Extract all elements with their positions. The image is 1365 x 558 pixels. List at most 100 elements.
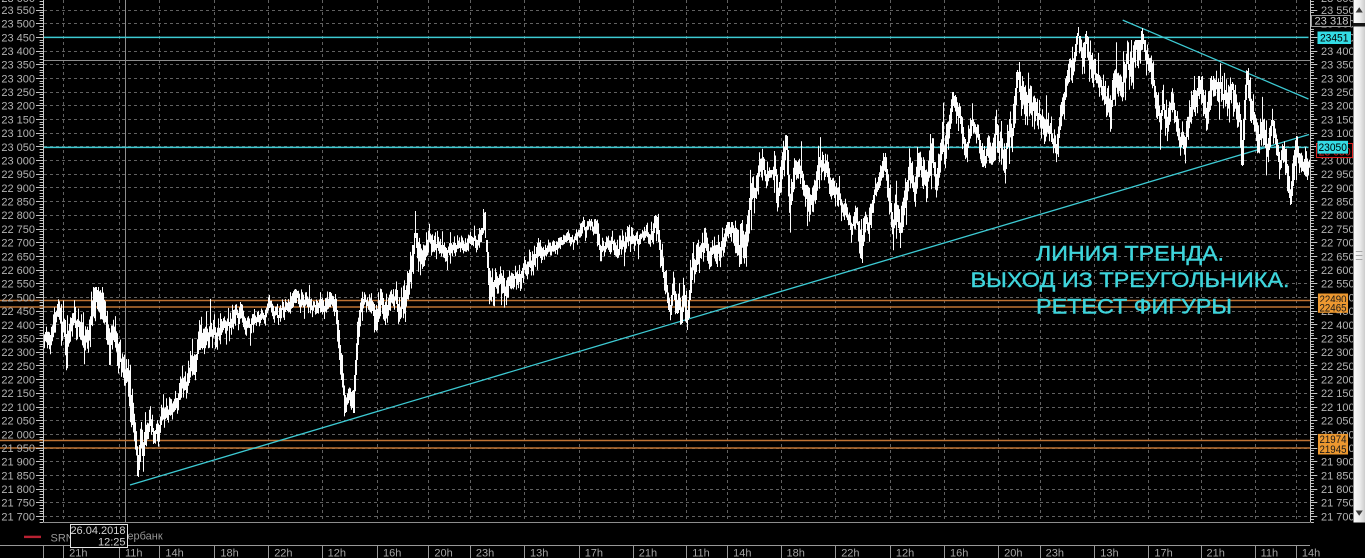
svg-text:16h: 16h [950, 548, 968, 558]
svg-text:22 600: 22 600 [1, 265, 35, 277]
svg-text:14h: 14h [1302, 548, 1320, 558]
svg-text:21 700: 21 700 [1321, 511, 1355, 523]
svg-text:22 200: 22 200 [1, 375, 35, 387]
svg-text:14h: 14h [165, 548, 183, 558]
svg-text:23 400: 23 400 [1321, 46, 1355, 58]
svg-text:23 250: 23 250 [1321, 87, 1355, 99]
svg-text:22 900: 22 900 [1, 183, 35, 195]
svg-text:22h: 22h [274, 548, 292, 558]
svg-text:17h: 17h [585, 548, 603, 558]
svg-text:22 550: 22 550 [1, 279, 35, 291]
svg-text:21 850: 21 850 [1, 470, 35, 482]
svg-text:12h: 12h [328, 548, 346, 558]
svg-text:22 950: 22 950 [1321, 169, 1355, 181]
svg-text:22 850: 22 850 [1, 197, 35, 209]
svg-text:ВЫХОД ИЗ ТРЕУГОЛЬНИКА.: ВЫХОД ИЗ ТРЕУГОЛЬНИКА. [971, 269, 1290, 292]
svg-text:22 800: 22 800 [1, 210, 35, 222]
svg-text:22465: 22465 [1320, 302, 1347, 314]
svg-text:20h: 20h [434, 548, 452, 558]
svg-text:22 300: 22 300 [1, 347, 35, 359]
svg-text:23 000: 23 000 [1, 156, 35, 168]
svg-text:21 850: 21 850 [1321, 470, 1355, 482]
svg-text:23 200: 23 200 [1, 101, 35, 113]
svg-text:12h: 12h [896, 548, 914, 558]
svg-text:23 600: 23 600 [1321, 0, 1355, 5]
svg-text:23 200: 23 200 [1321, 101, 1355, 113]
svg-text:22h: 22h [841, 548, 859, 558]
svg-text:21 700: 21 700 [1, 511, 35, 523]
svg-text:23 100: 23 100 [1321, 128, 1355, 140]
svg-text:22 800: 22 800 [1321, 210, 1355, 222]
svg-text:22 300: 22 300 [1321, 347, 1355, 359]
svg-text:23 350: 23 350 [1, 60, 35, 72]
svg-text:23 318: 23 318 [1315, 16, 1349, 28]
svg-text:22 700: 22 700 [1321, 238, 1355, 250]
svg-text:18h: 18h [787, 548, 805, 558]
svg-text:22 100: 22 100 [1321, 402, 1355, 414]
svg-text:23 450: 23 450 [1, 32, 35, 44]
svg-text:21 750: 21 750 [1, 498, 35, 510]
svg-text:21 900: 21 900 [1321, 457, 1355, 469]
svg-text:22 250: 22 250 [1, 361, 35, 373]
svg-text:23h: 23h [476, 548, 494, 558]
svg-text:23050: 23050 [1318, 142, 1347, 154]
svg-text:21974: 21974 [1320, 434, 1347, 446]
svg-text:22 050: 22 050 [1, 416, 35, 428]
svg-text:22 400: 22 400 [1, 320, 35, 332]
svg-text:23451: 23451 [1320, 33, 1349, 45]
svg-text:23 300: 23 300 [1321, 73, 1355, 85]
svg-text:22 100: 22 100 [1, 402, 35, 414]
svg-text:22 900: 22 900 [1321, 183, 1355, 195]
svg-text:21945: 21945 [1320, 444, 1347, 456]
svg-text:21h: 21h [639, 548, 657, 558]
svg-text:23 300: 23 300 [1, 73, 35, 85]
svg-text:21h: 21h [1207, 548, 1225, 558]
svg-text:23 400: 23 400 [1, 46, 35, 58]
svg-text:22 650: 22 650 [1321, 251, 1355, 263]
svg-text:23h: 23h [1046, 548, 1064, 558]
svg-text:17h: 17h [1154, 548, 1172, 558]
svg-text:22 150: 22 150 [1, 388, 35, 400]
svg-text:22 200: 22 200 [1321, 375, 1355, 387]
svg-text:22 500: 22 500 [1, 292, 35, 304]
svg-text:22 750: 22 750 [1, 224, 35, 236]
svg-text:22 250: 22 250 [1321, 361, 1355, 373]
svg-text:23 550: 23 550 [1, 5, 35, 17]
svg-text:SRN: SRN [51, 533, 74, 545]
svg-text:21 800: 21 800 [1321, 484, 1355, 496]
svg-text:20h: 20h [1004, 548, 1022, 558]
svg-text:21 950: 21 950 [1, 443, 35, 455]
svg-text:21 750: 21 750 [1321, 498, 1355, 510]
svg-text:22 550: 22 550 [1321, 279, 1355, 291]
svg-text:ербанк: ербанк [127, 531, 162, 543]
svg-text:23 500: 23 500 [1, 19, 35, 31]
svg-text:22 350: 22 350 [1321, 334, 1355, 346]
svg-text:23 050: 23 050 [1, 142, 35, 154]
svg-text:21 800: 21 800 [1, 484, 35, 496]
svg-text:22 650: 22 650 [1, 251, 35, 263]
svg-text:13h: 13h [1100, 548, 1118, 558]
svg-text:23 550: 23 550 [1321, 5, 1355, 17]
svg-text:22 700: 22 700 [1, 238, 35, 250]
svg-text:22 350: 22 350 [1, 334, 35, 346]
svg-text:14h: 14h [733, 548, 751, 558]
svg-text:23 000: 23 000 [1321, 156, 1355, 168]
svg-text:22 850: 22 850 [1321, 197, 1355, 209]
svg-text:23 600: 23 600 [1, 0, 35, 5]
svg-text:22 950: 22 950 [1, 169, 35, 181]
svg-text:11h: 11h [692, 548, 710, 558]
svg-text:18h: 18h [220, 548, 238, 558]
svg-text:23 350: 23 350 [1321, 60, 1355, 72]
svg-text:16h: 16h [383, 548, 401, 558]
svg-text:23 150: 23 150 [1, 114, 35, 126]
svg-text:11h: 11h [1261, 548, 1279, 558]
svg-text:РЕТЕСТ ФИГУРЫ: РЕТЕСТ ФИГУРЫ [1036, 296, 1232, 319]
svg-text:23 150: 23 150 [1321, 114, 1355, 126]
svg-text:21h: 21h [69, 548, 87, 558]
svg-text:22 000: 22 000 [1, 429, 35, 441]
svg-text:21 900: 21 900 [1, 457, 35, 469]
svg-text:23 250: 23 250 [1, 87, 35, 99]
svg-text:13h: 13h [530, 548, 548, 558]
svg-text:11h: 11h [125, 548, 143, 558]
svg-text:22 600: 22 600 [1321, 265, 1355, 277]
